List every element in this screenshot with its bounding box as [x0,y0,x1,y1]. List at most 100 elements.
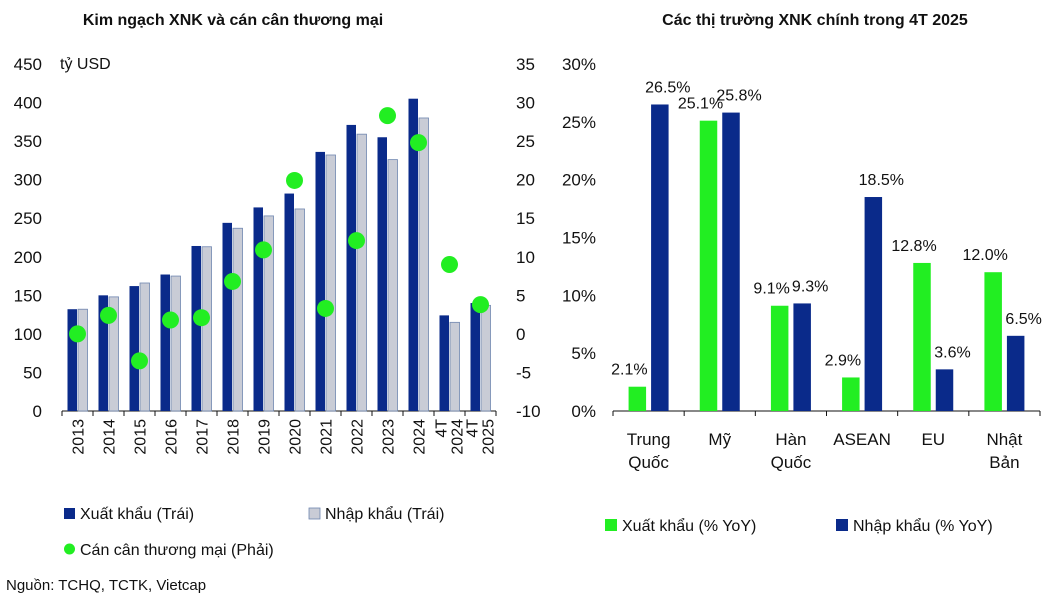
balance-dot [348,232,365,250]
left-yaxis-tick-label: 250 [14,209,42,228]
legend-import-swatch [308,507,321,520]
market-import-value-label: 25.8% [716,88,761,105]
right-yaxis-tick-label: 35 [516,55,535,74]
legend-export-label: Xuất khẩu (Trái) [80,505,194,523]
market-category-label: EU [921,430,945,449]
export-bar [129,286,139,411]
percent-axis-tick-label: 15% [562,229,596,248]
market-import-value-label: 6.5% [1005,311,1041,328]
left-xaxis-tick-label: 2022 [350,419,367,455]
market-export-value-label: 2.9% [825,352,861,369]
legend-export-swatch [64,508,75,519]
balance-dot [100,306,117,324]
legend-market-export-label: Xuất khẩu (% YoY) [622,517,756,535]
market-category-label: Bản [989,453,1019,472]
legend-market-export-swatch [605,519,617,531]
market-import-bar [935,369,954,411]
left-xaxis-tick-label: 2019 [257,419,274,455]
export-bar [346,124,356,411]
market-category-label: Mỹ [708,430,731,449]
percent-axis-tick-label: 20% [562,171,596,190]
import-bar [449,321,460,412]
left-xaxis-tick-label: 2017 [195,419,212,455]
left-xaxis-tick-label: 4T2024 [434,419,467,455]
left-xaxis-tick-label: 2018 [226,419,243,455]
right-yaxis-tick-label: 15 [516,209,535,228]
right-yaxis-tick-label: 10 [516,248,535,267]
market-import-value-label: 9.3% [792,278,828,295]
import-bar [356,133,367,412]
left-yaxis-tick-label: 200 [14,248,42,267]
market-export-bar [699,120,718,411]
export-bar [377,137,387,411]
left-xaxis-tick-label-line: 4T [434,419,451,438]
percent-axis-tick-label: 0% [571,402,596,421]
balance-dot [131,352,148,370]
right-yaxis-tick-label: -10 [516,402,541,421]
import-bar [480,304,491,412]
right-chart-title: Các thị trường XNK chính trong 4T 2025 [662,12,968,29]
left-xaxis-tick-label: 2021 [319,419,336,455]
import-bar [263,215,274,412]
import-bar [201,246,212,412]
export-bar [98,295,108,411]
left-chart-title: Kim ngạch XNK và cán cân thương mại [83,12,383,29]
balance-dot [472,296,489,314]
left-yaxis-tick-label: 350 [14,132,42,151]
market-import-bar [864,197,883,411]
percent-axis-tick-label: 30% [562,55,596,74]
market-export-bar [770,305,789,411]
left-yaxis-tick-label: 150 [14,286,42,305]
market-import-bar [651,104,669,411]
right-yaxis-tick-label: -5 [516,363,531,382]
balance-dot [286,171,303,189]
market-category-label: Nhật [986,430,1022,449]
left-xaxis-tick-label-line: 2024 [450,419,467,455]
left-yaxis-tick-label: 0 [33,402,42,421]
balance-dot [255,241,272,259]
export-bar [191,245,201,411]
right-yaxis-tick-label: 30 [516,94,535,113]
market-export-bar [984,272,1002,411]
market-import-bar [722,112,740,411]
percent-axis-tick-label: 25% [562,113,596,132]
left-xaxis-tick-label: 2016 [164,419,181,455]
import-bar [170,275,181,412]
import-bar [77,308,88,412]
market-import-value-label: 26.5% [645,79,690,96]
market-export-value-label: 12.0% [962,247,1007,264]
right-yaxis-tick-label: 25 [516,132,535,151]
left-yaxis-tick-label: 450 [14,55,42,74]
market-category-label: Quốc [771,453,812,472]
left-xaxis-tick-label: 2014 [102,419,119,455]
export-bar [470,303,480,411]
market-export-bar [913,262,931,411]
market-import-value-label: 3.6% [934,344,970,361]
export-bar [315,151,325,411]
legend-balance-label: Cán cân thương mại (Phải) [80,542,274,559]
legend-import-label: Nhập khẩu (Trái) [325,505,444,523]
export-bar [222,222,232,411]
left-xaxis-tick-label-line: 4T [465,419,482,438]
import-bar [325,154,336,412]
market-export-value-label: 25.1% [678,96,723,113]
market-category-label: Hàn [775,430,806,449]
market-export-bar [628,386,647,411]
export-bar [253,207,263,411]
market-import-bar [793,303,811,411]
right-yaxis-tick-label: 5 [516,286,525,305]
import-bar [232,227,243,412]
import-bar [387,159,398,412]
left-xaxis-tick-label: 2013 [71,419,88,455]
percent-axis-tick-label: 10% [562,286,596,305]
market-category-label: Trung [627,430,671,449]
export-bar [284,193,294,411]
market-export-value-label: 12.8% [891,238,936,255]
balance-dot [162,311,179,329]
balance-dot [410,134,427,152]
market-export-value-label: 2.1% [611,362,647,379]
export-bar [408,98,418,411]
import-bar [294,208,305,412]
